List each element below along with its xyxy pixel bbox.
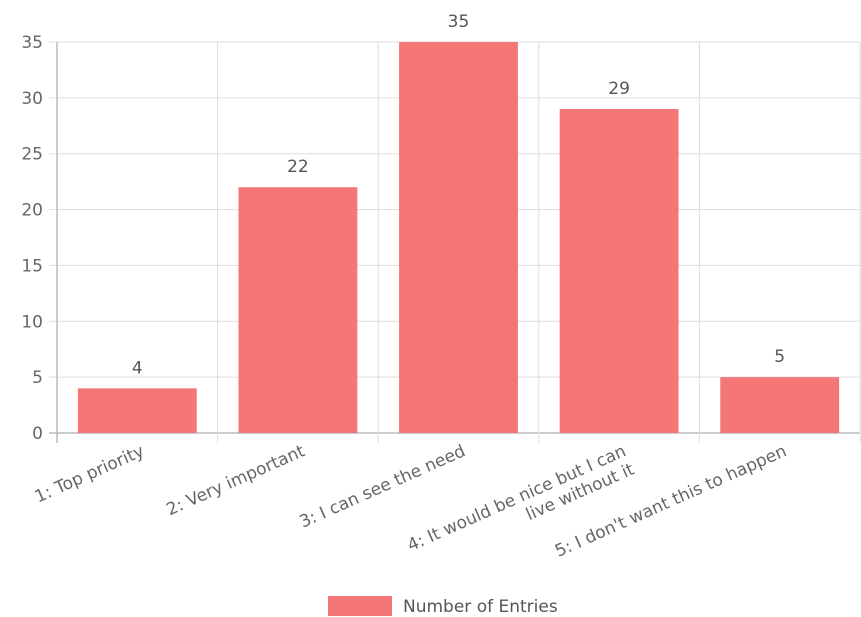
y-tick-label: 35	[21, 33, 43, 53]
data-label: 5	[774, 347, 785, 367]
y-axis-ticks: 0 5 10 15 20 25 30 35	[21, 33, 43, 444]
legend: Number of Entries	[328, 596, 558, 617]
legend-label: Number of Entries	[403, 597, 558, 617]
bar	[77, 388, 197, 433]
x-tick-label: 2: Very important	[164, 441, 309, 520]
bars	[77, 42, 840, 434]
data-labels: 4 22 35 29 5	[132, 12, 785, 378]
bar	[559, 109, 679, 434]
data-label: 29	[608, 79, 630, 99]
y-tick-label: 0	[32, 424, 43, 444]
bar	[720, 377, 840, 433]
bar	[399, 42, 518, 433]
y-tick-label: 10	[21, 312, 43, 332]
x-tick-label: 1: Top priority	[32, 441, 147, 507]
y-tick-label: 20	[21, 201, 43, 221]
data-label: 4	[132, 358, 143, 378]
y-tick-label: 30	[21, 89, 43, 109]
y-tick-label: 5	[32, 368, 43, 388]
bar	[238, 187, 358, 433]
x-tick-label: 3: I can see the need	[297, 441, 469, 532]
y-tick-label: 25	[21, 145, 43, 165]
legend-swatch	[328, 596, 392, 616]
data-label: 35	[448, 12, 470, 32]
y-tick-label: 15	[21, 256, 43, 276]
data-label: 22	[287, 157, 309, 177]
